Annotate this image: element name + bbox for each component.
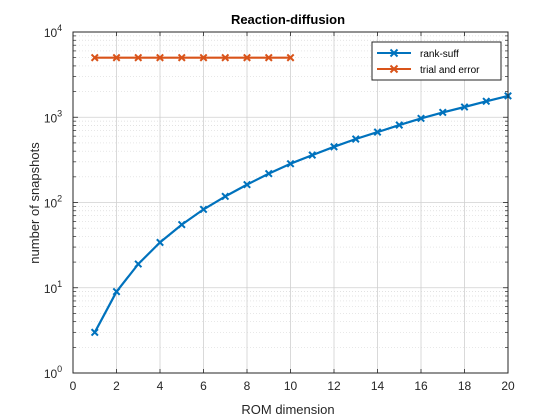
data-point-rank-suff — [373, 128, 382, 136]
data-point-rank-suff — [243, 180, 251, 189]
x-tick-label: 20 — [501, 379, 515, 393]
data-point-rank-suff — [417, 114, 425, 123]
x-tick-label: 14 — [371, 379, 385, 393]
tick-marks — [72, 31, 509, 374]
x-axis-label: ROM dimension — [241, 402, 334, 417]
x-tick-labels: 0 2 4 6 8 10 12 14 16 18 20 — [70, 379, 515, 393]
chart-title: Reaction-diffusion — [231, 12, 345, 27]
y-tick-labels: 100 101 102 103 104 — [44, 23, 62, 381]
x-tick-label: 2 — [113, 379, 120, 393]
data-point-trial-and-error — [156, 53, 164, 62]
legend-marker-rank-suff — [389, 48, 399, 58]
data-point-trial-and-error — [221, 53, 230, 62]
x-tick-label: 4 — [157, 379, 164, 393]
data-point-trial-and-error — [112, 53, 121, 62]
data-point-rank-suff — [177, 220, 186, 229]
x-tick-label: 8 — [244, 379, 251, 393]
x-tick-label: 10 — [284, 379, 298, 393]
data-point-rank-suff — [438, 108, 447, 117]
data-point-rank-suff — [351, 135, 360, 143]
legend-label-rank-suff: rank-suff — [420, 49, 459, 60]
y-tick-label: 100 — [44, 364, 62, 381]
data-point-trial-and-error — [243, 53, 251, 62]
x-tick-label: 0 — [70, 379, 77, 393]
x-tick-label: 18 — [458, 379, 472, 393]
series-layer — [90, 53, 512, 337]
data-point-trial-and-error — [199, 53, 208, 62]
legend-label-trial-and-error: trial and error — [420, 65, 480, 76]
data-point-rank-suff — [112, 287, 121, 296]
data-point-rank-suff — [482, 97, 491, 106]
data-point-rank-suff — [90, 328, 99, 337]
x-tick-label: 16 — [414, 379, 428, 393]
y-axis-label: number of snapshots — [27, 142, 42, 264]
y-tick-label: 104 — [44, 23, 62, 40]
data-point-rank-suff — [264, 169, 273, 178]
data-point-rank-suff — [134, 260, 143, 268]
data-point-trial-and-error — [134, 53, 143, 62]
legend: rank-suff trial and error — [371, 41, 502, 81]
legend-marker-trial-and-error — [389, 64, 399, 74]
legend-box — [371, 41, 502, 81]
data-point-rank-suff — [221, 192, 230, 201]
y-tick-label: 103 — [44, 108, 62, 125]
data-point-rank-suff — [156, 238, 164, 247]
x-tick-label: 6 — [200, 379, 207, 393]
data-point-rank-suff — [308, 151, 317, 159]
data-point-trial-and-error — [286, 53, 295, 62]
series-line-rank-suff — [93, 94, 509, 333]
data-point-rank-suff — [286, 159, 295, 168]
y-tick-label: 102 — [44, 194, 62, 211]
data-point-rank-suff — [395, 121, 404, 129]
data-point-trial-and-error — [264, 53, 273, 62]
minor-grid — [73, 35, 508, 348]
data-point-rank-suff — [330, 142, 338, 151]
data-point-trial-and-error — [177, 53, 186, 62]
data-point-rank-suff — [199, 205, 208, 214]
data-point-rank-suff — [460, 103, 469, 111]
x-tick-label: 12 — [327, 379, 341, 393]
y-tick-label: 101 — [44, 279, 62, 296]
data-point-trial-and-error — [90, 53, 99, 62]
